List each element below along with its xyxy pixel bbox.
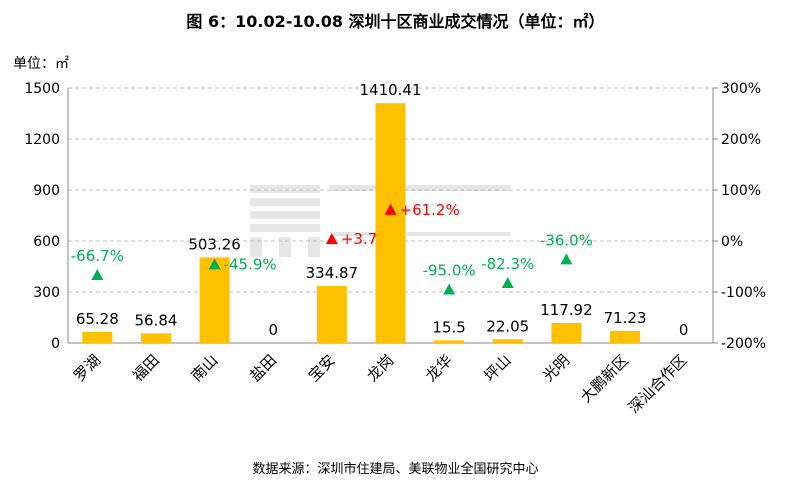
y-left-tick-label: 1200 [24, 132, 60, 148]
bar-value-label: 0 [679, 321, 689, 339]
x-tick-label: 罗湖 [70, 351, 104, 385]
watermark-shape [330, 185, 510, 191]
change-label: -95.0% [423, 261, 476, 279]
change-marker [91, 269, 104, 281]
y-right-tick-label: 200% [721, 132, 761, 148]
x-tick-label: 坪山 [481, 351, 515, 385]
bar-value-label: 71.23 [604, 309, 647, 327]
y-left-tick-label: 900 [33, 183, 60, 199]
bar [140, 333, 171, 343]
bar-value-label: 22.05 [486, 317, 529, 335]
change-label: -82.3% [481, 255, 534, 273]
bar-value-label: 0 [268, 321, 278, 339]
source-note: 数据来源：深圳市住建局、美联物业全国研究中心 [252, 462, 539, 477]
y-left-tick-label: 1500 [24, 81, 60, 97]
bar-value-label: 1410.41 [359, 81, 421, 99]
watermark-logo [250, 185, 510, 257]
bar-value-label: 56.84 [134, 311, 177, 329]
change-marker [560, 253, 573, 265]
change-label: -66.7% [71, 247, 124, 265]
x-tick-label: 大鹏新区 [577, 351, 632, 406]
y-right-tick-label: 100% [721, 183, 761, 199]
unit-label: 单位：㎡ [13, 56, 69, 72]
change-marker [325, 233, 338, 245]
bar [199, 257, 230, 343]
x-tick-label: 深汕合作区 [625, 351, 691, 417]
bar-value-label: 65.28 [76, 310, 119, 328]
bar [492, 339, 523, 343]
bar [375, 103, 406, 343]
change-marker [384, 203, 397, 215]
change-marker [208, 258, 221, 270]
x-tick-label: 南山 [187, 351, 221, 385]
bar [610, 330, 641, 343]
watermark-shape [308, 237, 320, 257]
bar-value-label: 15.5 [432, 318, 465, 336]
y-right-tick-label: -200% [721, 336, 766, 352]
bar-value-label: 117.92 [540, 301, 593, 319]
watermark-shape [250, 211, 320, 219]
change-label: -45.9% [224, 255, 277, 273]
bar [551, 322, 582, 343]
change-marker [443, 283, 456, 295]
x-tick-label: 宝安 [305, 351, 339, 385]
change-marker [501, 276, 514, 288]
watermark-shape [279, 237, 291, 257]
bar-value-label: 334.87 [306, 264, 359, 282]
bar [82, 331, 113, 343]
x-tick-label: 盐田 [246, 351, 280, 385]
change-label: -36.0% [540, 231, 593, 249]
y-right-tick-label: -100% [721, 285, 766, 301]
chart-title: 图 6：10.02-10.08 深圳十区商业成交情况（单位：㎡） [186, 12, 605, 31]
watermark-shape [250, 224, 320, 232]
x-tick-label: 龙华 [422, 351, 456, 385]
watermark-shape [250, 237, 262, 257]
y-right-tick-label: 0% [721, 234, 743, 250]
watermark-shape [250, 185, 320, 193]
bar [434, 340, 465, 343]
bar [316, 286, 347, 343]
change-label: +61.2% [400, 201, 460, 219]
x-tick-label: 龙岗 [363, 351, 397, 385]
y-right-tick-label: 300% [721, 81, 761, 97]
x-tick-label: 福田 [129, 351, 163, 385]
y-left-tick-label: 0 [51, 336, 60, 352]
watermark-shape [250, 198, 320, 206]
y-left-tick-label: 600 [33, 234, 60, 250]
bar-value-label: 503.26 [188, 235, 241, 253]
x-tick-label: 光明 [539, 351, 573, 385]
watermark-shape [330, 232, 510, 236]
y-left-tick-label: 300 [33, 285, 60, 301]
